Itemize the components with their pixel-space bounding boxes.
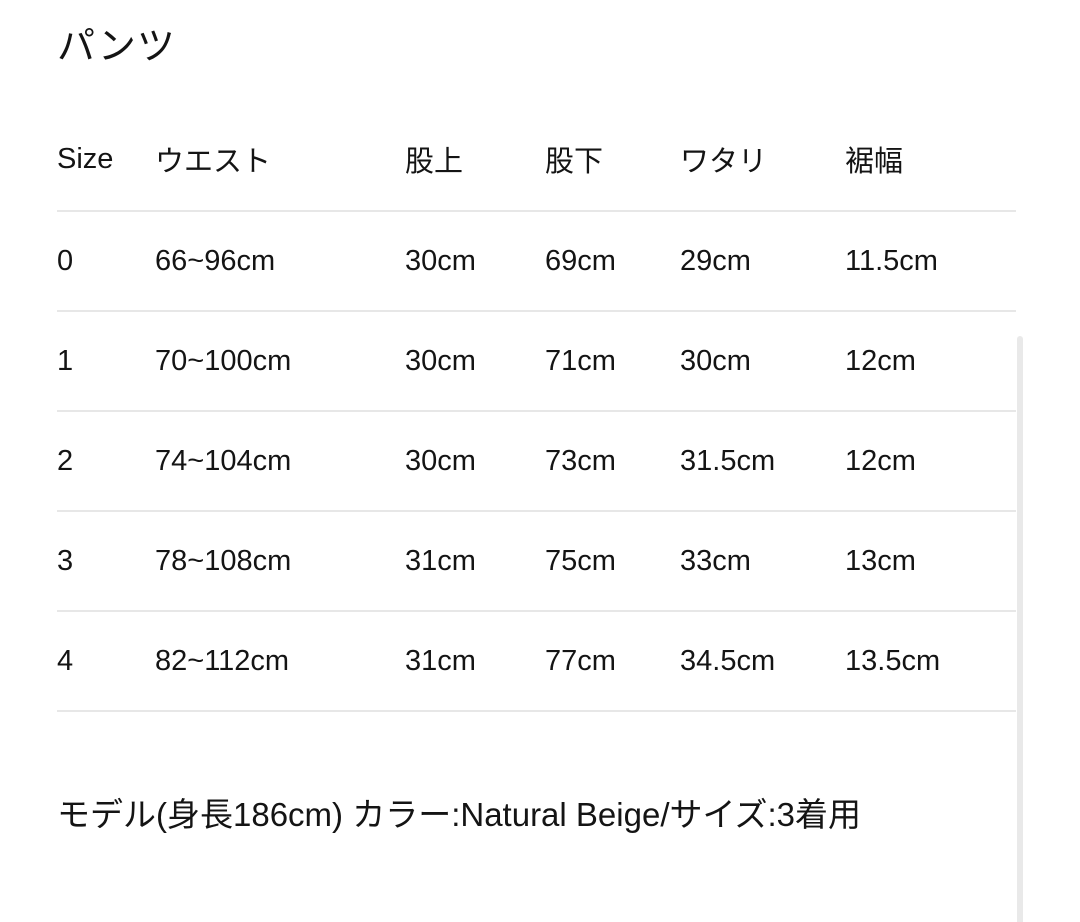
cell-size: 3 bbox=[57, 511, 155, 612]
cell-rise: 30cm bbox=[405, 211, 545, 312]
cell-hem-width: 12cm bbox=[845, 411, 1016, 512]
size-chart-table: Size ウエスト 股上 股下 ワタリ 裾幅 0 66~96cm 30cm 69… bbox=[57, 108, 1016, 712]
table-row: 2 74~104cm 30cm 73cm 31.5cm 12cm bbox=[57, 411, 1016, 512]
cell-size: 4 bbox=[57, 611, 155, 712]
column-header-thigh: ワタリ bbox=[680, 108, 845, 212]
cell-hem-width: 11.5cm bbox=[845, 211, 1016, 312]
cell-rise: 31cm bbox=[405, 511, 545, 612]
cell-inseam: 73cm bbox=[545, 411, 680, 512]
column-header-waist: ウエスト bbox=[155, 108, 405, 212]
table-row: 4 82~112cm 31cm 77cm 34.5cm 13.5cm bbox=[57, 611, 1016, 712]
column-header-hem-width: 裾幅 bbox=[845, 108, 1016, 212]
cell-waist: 66~96cm bbox=[155, 211, 405, 312]
table-header-row: Size ウエスト 股上 股下 ワタリ 裾幅 bbox=[57, 108, 1016, 212]
size-chart-section: パンツ Size ウエスト 股上 股下 ワタリ 裾幅 0 66~96cm 30c… bbox=[57, 26, 1016, 833]
cell-size: 1 bbox=[57, 311, 155, 412]
cell-size: 2 bbox=[57, 411, 155, 512]
cell-waist: 82~112cm bbox=[155, 611, 405, 712]
table-row: 1 70~100cm 30cm 71cm 30cm 12cm bbox=[57, 311, 1016, 412]
cell-inseam: 77cm bbox=[545, 611, 680, 712]
cell-waist: 74~104cm bbox=[155, 411, 405, 512]
page-title: パンツ bbox=[57, 26, 176, 68]
column-header-size: Size bbox=[57, 108, 155, 212]
column-header-inseam: 股下 bbox=[545, 108, 680, 212]
cell-thigh: 30cm bbox=[680, 311, 845, 412]
table-row: 0 66~96cm 30cm 69cm 29cm 11.5cm bbox=[57, 211, 1016, 312]
cell-inseam: 71cm bbox=[545, 311, 680, 412]
cell-hem-width: 13cm bbox=[845, 511, 1016, 612]
cell-rise: 30cm bbox=[405, 411, 545, 512]
cell-size: 0 bbox=[57, 211, 155, 312]
cell-hem-width: 12cm bbox=[845, 311, 1016, 412]
cell-waist: 70~100cm bbox=[155, 311, 405, 412]
table-row: 3 78~108cm 31cm 75cm 33cm 13cm bbox=[57, 511, 1016, 612]
cell-inseam: 69cm bbox=[545, 211, 680, 312]
column-header-rise: 股上 bbox=[405, 108, 545, 212]
cell-rise: 31cm bbox=[405, 611, 545, 712]
cell-hem-width: 13.5cm bbox=[845, 611, 1016, 712]
cell-thigh: 31.5cm bbox=[680, 411, 845, 512]
cell-thigh: 33cm bbox=[680, 511, 845, 612]
cell-thigh: 29cm bbox=[680, 211, 845, 312]
cell-inseam: 75cm bbox=[545, 511, 680, 612]
cell-thigh: 34.5cm bbox=[680, 611, 845, 712]
cell-rise: 30cm bbox=[405, 311, 545, 412]
model-info-caption: モデル(身長186cm) カラー:Natural Beige/サイズ:3着用 bbox=[57, 796, 862, 833]
scrollbar-thumb[interactable] bbox=[1017, 336, 1023, 922]
cell-waist: 78~108cm bbox=[155, 511, 405, 612]
